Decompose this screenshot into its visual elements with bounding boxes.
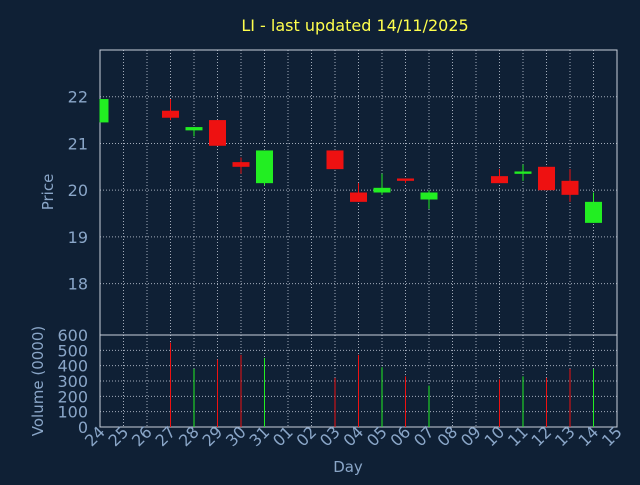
volume-tick-label: 500 xyxy=(57,341,88,360)
price-axis-label: Price xyxy=(39,174,57,211)
candle-body xyxy=(397,178,414,181)
candle-body xyxy=(538,166,555,191)
candle-body xyxy=(326,150,344,170)
candle-body xyxy=(185,127,203,131)
volume-tick-label: 100 xyxy=(57,403,88,422)
chart-title: LI - last updated 14/11/2025 xyxy=(241,16,468,35)
volume-tick-label: 200 xyxy=(57,387,88,406)
candle-body xyxy=(514,171,532,174)
volume-tick-label: 0 xyxy=(78,418,88,437)
candle-body xyxy=(561,180,579,195)
candle-body xyxy=(420,192,438,200)
volume-tick-label: 600 xyxy=(57,326,88,345)
price-tick-label: 21 xyxy=(68,134,88,153)
candle-body xyxy=(585,201,602,223)
candle-body xyxy=(373,187,391,193)
price-tick-label: 22 xyxy=(68,88,88,107)
candle-body xyxy=(350,192,367,202)
candle-body xyxy=(232,162,250,167)
candle-body xyxy=(100,99,109,123)
candle-body xyxy=(162,110,179,118)
candle-body xyxy=(256,150,273,184)
volume-axis-label: Volume (0000) xyxy=(29,326,47,436)
volume-tick-label: 400 xyxy=(57,357,88,376)
x-axis-label: Day xyxy=(333,458,363,476)
candle-body xyxy=(491,176,508,184)
price-tick-label: 20 xyxy=(68,181,88,200)
price-tick-label: 19 xyxy=(68,228,88,247)
volume-tick-label: 300 xyxy=(57,372,88,391)
price-tick-label: 18 xyxy=(68,275,88,294)
candle-body xyxy=(209,120,226,146)
